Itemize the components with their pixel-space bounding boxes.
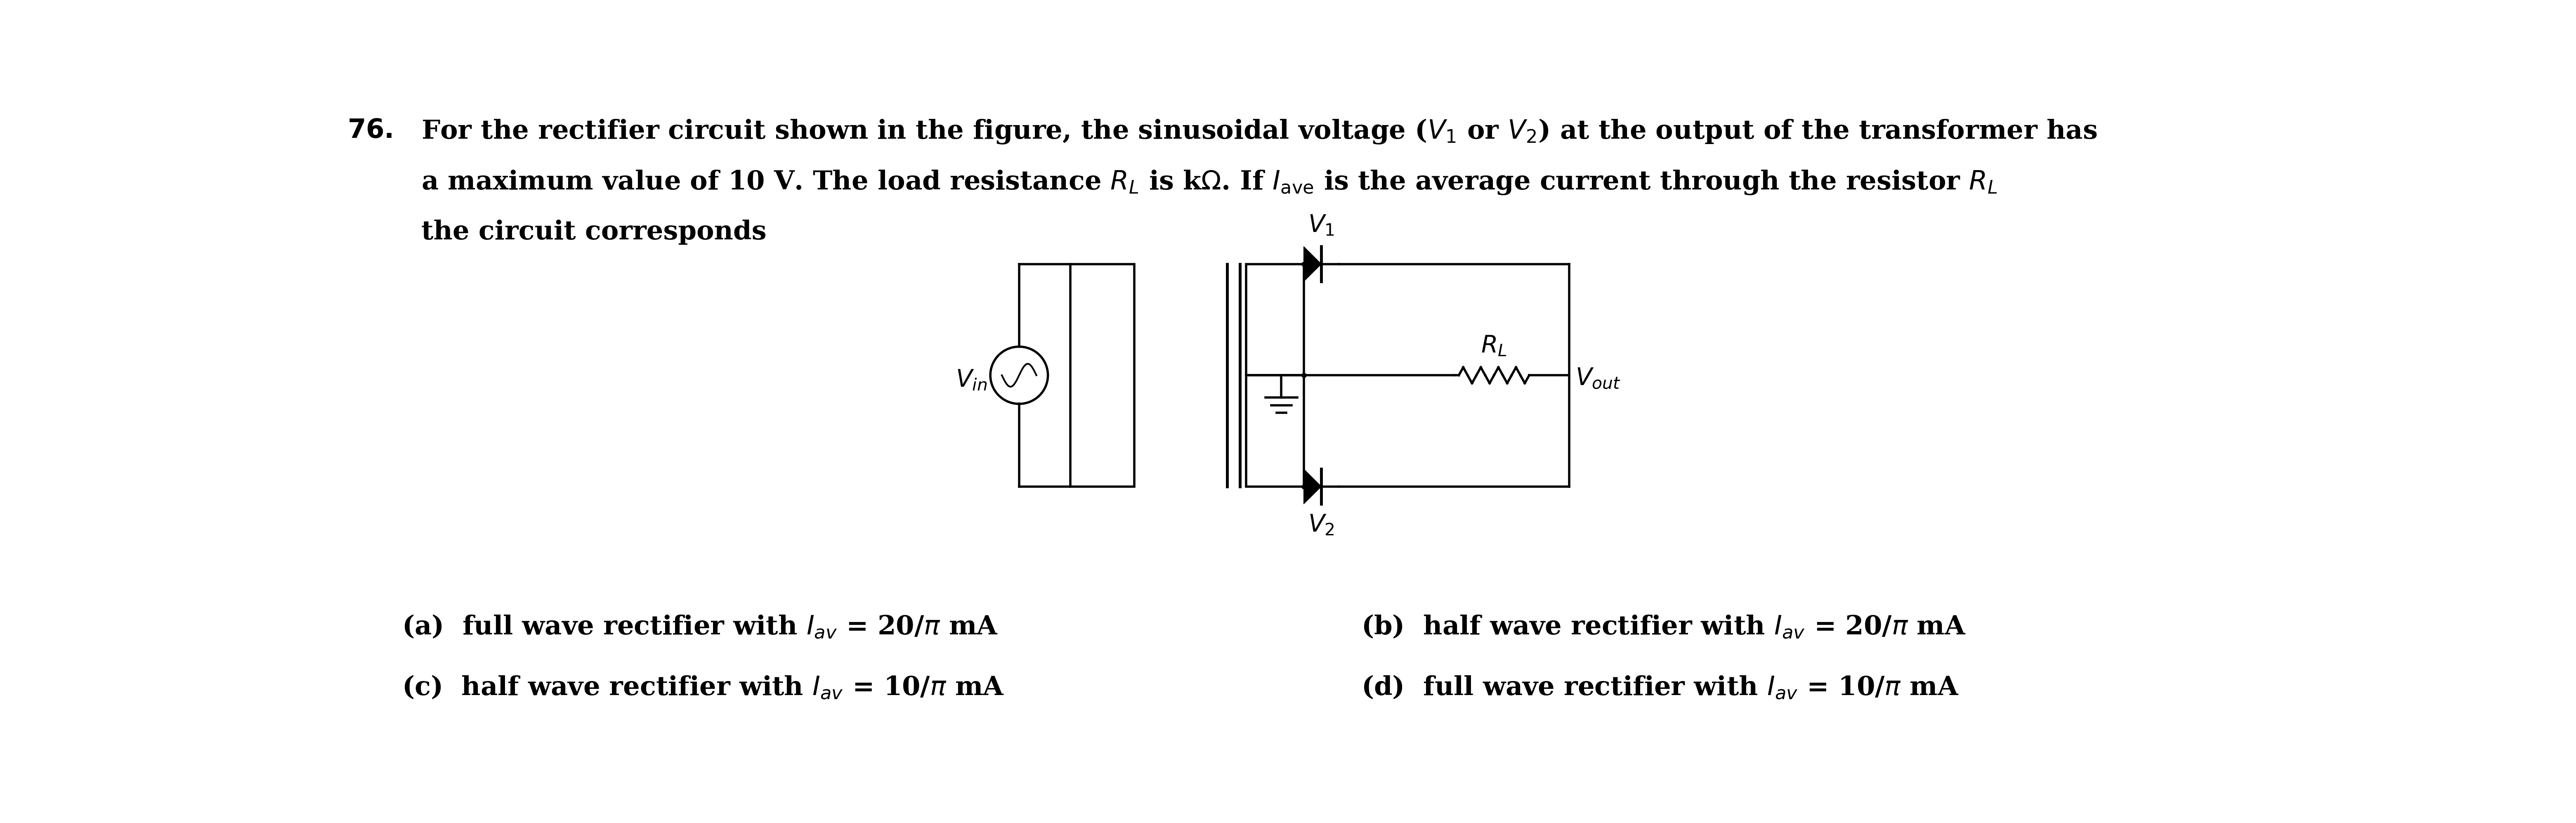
- Text: (c)  half wave rectifier with $I_{av}$ = 10/$\pi$ mA: (c) half wave rectifier with $I_{av}$ = …: [402, 674, 1005, 700]
- Text: the circuit corresponds: the circuit corresponds: [420, 220, 765, 244]
- Bar: [1069, 264, 1133, 486]
- Polygon shape: [1303, 469, 1321, 504]
- Polygon shape: [1303, 247, 1321, 281]
- Text: $\mathbf{76.}$: $\mathbf{76.}$: [348, 118, 392, 143]
- Text: a maximum value of 10 V. The load resistance $R_L$ is k$\Omega$. If $I_\mathrm{a: a maximum value of 10 V. The load resist…: [420, 169, 1996, 196]
- Text: $V_{out}$: $V_{out}$: [1577, 367, 1620, 390]
- Text: $R_L$: $R_L$: [1481, 334, 1507, 358]
- Bar: [1247, 264, 1303, 375]
- Text: (b)  half wave rectifier with $I_{av}$ = 20/$\pi$ mA: (b) half wave rectifier with $I_{av}$ = …: [1360, 614, 1965, 640]
- Text: (d)  full wave rectifier with $I_{av}$ = 10/$\pi$ mA: (d) full wave rectifier with $I_{av}$ = …: [1360, 674, 1958, 700]
- Text: For the rectifier circuit shown in the figure, the sinusoidal voltage ($V_1$ or : For the rectifier circuit shown in the f…: [420, 118, 2097, 146]
- Bar: [1247, 375, 1303, 486]
- Text: $V_2$: $V_2$: [1309, 514, 1334, 537]
- Text: $V_1$: $V_1$: [1309, 214, 1334, 237]
- Text: $V_{in}$: $V_{in}$: [956, 369, 987, 392]
- Text: (a)  full wave rectifier with $I_{av}$ = 20/$\pi$ mA: (a) full wave rectifier with $I_{av}$ = …: [402, 614, 999, 640]
